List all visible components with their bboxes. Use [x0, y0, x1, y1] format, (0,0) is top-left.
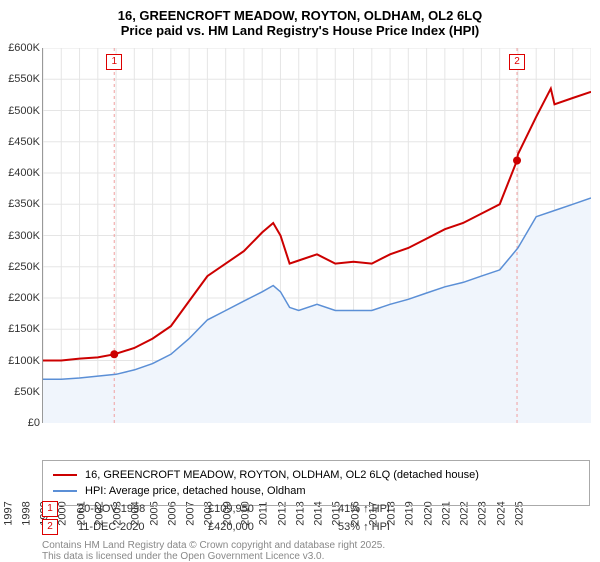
y-tick-label: £50K	[0, 386, 40, 398]
y-tick-label: £250K	[0, 261, 40, 273]
transaction-table: 1 20-NOV-1998 £109,950 41% ↑ HPI 2 11-DE…	[42, 500, 590, 536]
chart-marker-1: 1	[106, 54, 122, 70]
chart-plot-area: 12	[42, 48, 590, 423]
y-tick-label: £300K	[0, 230, 40, 242]
legend-swatch-2	[53, 490, 77, 492]
y-tick-label: £0	[0, 417, 40, 429]
y-tick-label: £600K	[0, 42, 40, 54]
legend-swatch-1	[53, 474, 77, 477]
transaction-row-2: 2 11-DEC-2020 £420,000 53% ↑ HPI	[42, 518, 590, 536]
title-line-2: Price paid vs. HM Land Registry's House …	[0, 23, 600, 38]
transaction-note-1: 41% ↑ HPI	[338, 503, 468, 515]
footer-line-2: This data is licensed under the Open Gov…	[42, 551, 385, 562]
title-line-1: 16, GREENCROFT MEADOW, ROYTON, OLDHAM, O…	[0, 8, 600, 23]
y-tick-label: £500K	[0, 105, 40, 117]
legend-row-1: 16, GREENCROFT MEADOW, ROYTON, OLDHAM, O…	[53, 467, 579, 483]
transaction-marker-2: 2	[42, 519, 58, 535]
transaction-date-2: 11-DEC-2020	[78, 521, 208, 533]
footer-text: Contains HM Land Registry data © Crown c…	[42, 540, 385, 562]
transaction-row-1: 1 20-NOV-1998 £109,950 41% ↑ HPI	[42, 500, 590, 518]
legend-label-2: HPI: Average price, detached house, Oldh…	[85, 485, 306, 497]
y-tick-label: £350K	[0, 198, 40, 210]
chart-marker-2: 2	[509, 54, 525, 70]
y-tick-label: £200K	[0, 292, 40, 304]
footer-line-1: Contains HM Land Registry data © Crown c…	[42, 540, 385, 551]
chart-title: 16, GREENCROFT MEADOW, ROYTON, OLDHAM, O…	[0, 0, 600, 42]
line-chart-svg	[43, 48, 591, 423]
transaction-note-2: 53% ↑ HPI	[338, 521, 468, 533]
transaction-price-1: £109,950	[208, 503, 338, 515]
transaction-price-2: £420,000	[208, 521, 338, 533]
y-tick-label: £550K	[0, 73, 40, 85]
y-tick-label: £400K	[0, 167, 40, 179]
y-tick-label: £450K	[0, 136, 40, 148]
y-tick-label: £150K	[0, 323, 40, 335]
transaction-marker-1: 1	[42, 501, 58, 517]
y-tick-label: £100K	[0, 355, 40, 367]
transaction-date-1: 20-NOV-1998	[78, 503, 208, 515]
legend-row-2: HPI: Average price, detached house, Oldh…	[53, 483, 579, 499]
legend-label-1: 16, GREENCROFT MEADOW, ROYTON, OLDHAM, O…	[85, 469, 479, 481]
